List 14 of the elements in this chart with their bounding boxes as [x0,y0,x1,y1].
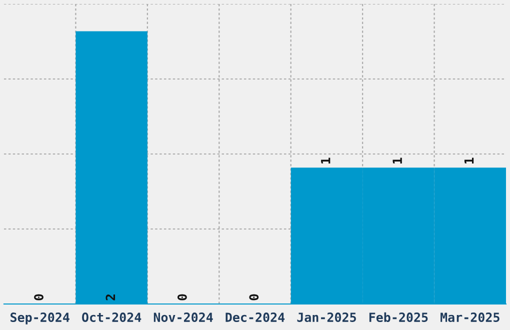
data-label: 0 [177,294,187,300]
x-tick-label: Mar-2025 [440,312,500,322]
x-tick-label: Feb-2025 [369,312,428,322]
data-label: 0 [34,294,44,300]
data-label: 1 [464,158,474,164]
data-label: 2 [106,294,116,300]
x-tick-label: Sep-2024 [10,312,70,324]
x-tick-label: Nov-2024 [154,312,213,322]
data-label: 1 [392,158,402,164]
x-tick-label: Dec-2024 [226,312,285,322]
data-label: 0 [249,294,259,300]
x-tick-label: Jan-2025 [297,312,356,322]
x-tick-label: Oct-2024 [82,312,142,322]
data-label: 1 [321,158,330,164]
